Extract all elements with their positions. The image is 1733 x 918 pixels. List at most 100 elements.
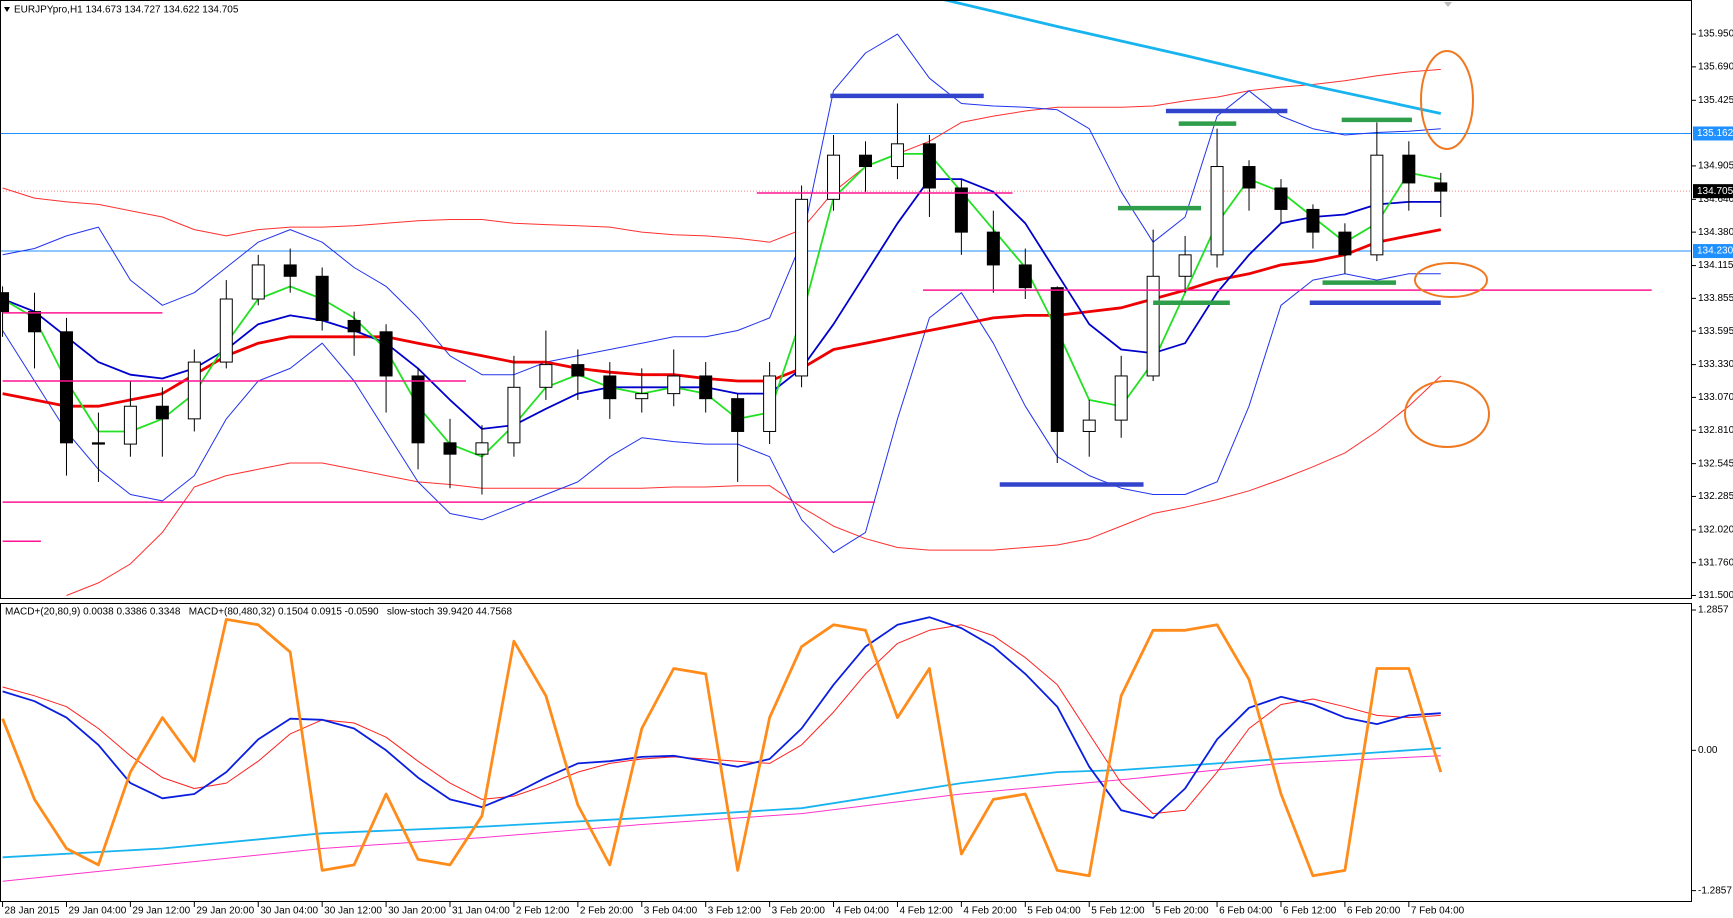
candle-body — [1146, 275, 1160, 377]
y-tick-label: 132.285 — [1698, 491, 1733, 502]
candle-body — [1050, 287, 1064, 432]
candle-body — [890, 143, 904, 168]
candle-body — [379, 331, 393, 377]
y-tick-label: 135.425 — [1698, 95, 1733, 106]
indicator-line — [2, 228, 1442, 408]
x-tick-label: 6 Feb 12:00 — [1283, 906, 1337, 917]
candle-body — [858, 154, 872, 168]
y-tick-label: 133.595 — [1698, 326, 1733, 337]
y-tick-label: 132.810 — [1698, 425, 1733, 436]
candle-body — [411, 375, 425, 444]
candle-body — [28, 311, 42, 333]
candle-body — [763, 375, 777, 432]
price-frame — [0, 0, 1692, 599]
y-tick-label: -1.2857 — [1698, 885, 1732, 896]
candle-body — [219, 298, 233, 363]
price-label: 134.705 — [1697, 186, 1733, 197]
y-tick-label: 134.905 — [1698, 161, 1733, 172]
price-label: 135.162 — [1697, 128, 1733, 139]
annotation-ellipse — [1414, 262, 1488, 298]
x-tick-label: 31 Jan 04:00 — [452, 906, 510, 917]
candle-body — [443, 442, 457, 455]
y-tick-label: 1.2857 — [1698, 605, 1729, 616]
x-tick-label: 4 Feb 04:00 — [836, 906, 890, 917]
candle-body — [571, 364, 585, 377]
candle-body — [635, 393, 649, 400]
indicator-line — [1, 618, 1443, 878]
candle-body — [475, 442, 489, 455]
candle-body — [0, 292, 10, 313]
x-tick-label: 4 Feb 12:00 — [899, 906, 953, 917]
candle-body — [986, 231, 1000, 266]
x-tick-label: 30 Jan 20:00 — [388, 906, 446, 917]
y-tick-label: 132.545 — [1698, 458, 1733, 469]
price-label-box — [1693, 126, 1733, 141]
y-tick-label: 135.950 — [1698, 29, 1733, 40]
menu-triangle[interactable] — [4, 7, 10, 12]
y-tick-label: 131.760 — [1698, 557, 1733, 568]
candle-body — [187, 361, 201, 420]
x-tick-label: 30 Jan 04:00 — [260, 906, 318, 917]
candle-body — [91, 442, 105, 445]
price-panel — [0, 0, 1692, 596]
candle-body — [795, 198, 809, 377]
price-label-box — [1693, 184, 1733, 199]
indicator-line — [2, 178, 1441, 430]
candle-body — [1018, 264, 1032, 289]
y-tick-label: 133.855 — [1698, 293, 1733, 304]
indicator-line — [2, 624, 1441, 815]
candle-body — [507, 386, 521, 444]
candle-body — [347, 319, 361, 333]
indicator-line — [939, 0, 1442, 115]
x-tick-label: 4 Feb 20:00 — [963, 906, 1017, 917]
shift-marker — [1444, 2, 1452, 7]
x-tick-label: 29 Jan 20:00 — [196, 906, 254, 917]
y-tick-label: 134.380 — [1698, 227, 1733, 238]
y-tick-label: 135.690 — [1698, 62, 1733, 73]
x-tick-label: 5 Feb 20:00 — [1155, 906, 1209, 917]
x-tick-label: 7 Feb 04:00 — [1411, 906, 1465, 917]
x-tick-label: 3 Feb 04:00 — [644, 906, 698, 917]
indicator-line — [2, 68, 1441, 243]
candle-body — [603, 375, 617, 400]
candle-body — [539, 364, 553, 388]
x-tick-label: 3 Feb 20:00 — [772, 906, 826, 917]
indicator-line — [2, 33, 1441, 376]
candle-body — [1210, 166, 1224, 256]
candle-body — [1274, 187, 1288, 210]
x-tick-label: 2 Feb 20:00 — [580, 906, 634, 917]
y-tick-label: 134.640 — [1698, 194, 1733, 205]
x-tick-label: 6 Feb 20:00 — [1347, 906, 1401, 917]
price-header: EURJPYpro,H1 134.673 134.727 134.622 134… — [14, 5, 239, 16]
candle-body — [731, 398, 745, 432]
x-tick-label: 28 Jan 2015 — [5, 906, 60, 917]
candle-body — [123, 405, 137, 445]
candle-body — [827, 154, 841, 200]
candle-body — [1114, 375, 1128, 421]
candle-body — [922, 143, 936, 189]
indicator-line — [66, 375, 1442, 596]
candle-body — [1402, 154, 1416, 184]
candle-body — [315, 275, 329, 321]
candle-body — [667, 375, 681, 395]
price-label: 134.230 — [1697, 246, 1733, 257]
candle-body — [59, 331, 73, 444]
candle-body — [1242, 166, 1256, 189]
annotation-ellipse — [1420, 50, 1474, 150]
indicator-panel — [1, 616, 1443, 882]
candle-body — [1178, 254, 1192, 277]
x-tick-label: 6 Feb 04:00 — [1219, 906, 1273, 917]
y-tick-label: 134.115 — [1698, 260, 1733, 271]
indicator-frame — [0, 603, 1692, 902]
x-tick-label: 2 Feb 12:00 — [516, 906, 570, 917]
candle-body — [1306, 208, 1320, 233]
indicator-line — [2, 747, 1441, 859]
candle-body — [1338, 231, 1352, 256]
candle-body — [155, 405, 169, 420]
candle-body — [699, 375, 713, 400]
y-tick-label: 133.330 — [1698, 359, 1733, 370]
x-tick-label: 5 Feb 04:00 — [1027, 906, 1081, 917]
